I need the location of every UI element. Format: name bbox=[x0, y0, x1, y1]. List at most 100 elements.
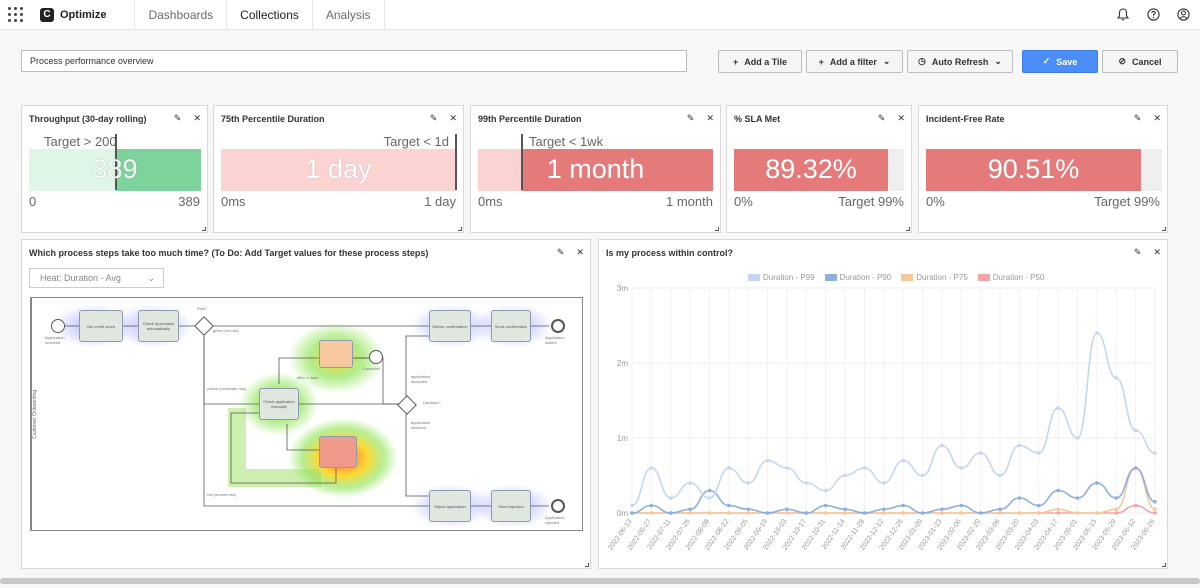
help-icon[interactable] bbox=[1146, 8, 1160, 22]
resize-handle[interactable] bbox=[715, 227, 719, 231]
resize-handle[interactable] bbox=[202, 227, 206, 231]
edit-icon[interactable]: ✎ bbox=[173, 113, 182, 123]
kpi-min: 0% bbox=[926, 194, 945, 209]
plus-icon: + bbox=[732, 56, 739, 67]
data-point bbox=[785, 507, 789, 512]
data-point bbox=[862, 466, 867, 470]
data-point bbox=[785, 511, 789, 515]
kpi-target: Target 99% bbox=[1094, 194, 1160, 209]
edit-icon[interactable]: ✎ bbox=[1133, 247, 1142, 257]
close-icon[interactable]: ✕ bbox=[1153, 113, 1161, 123]
dashboard-name-input[interactable]: Process performance overview bbox=[21, 50, 687, 72]
label-canceled: Canceled bbox=[363, 366, 380, 371]
add-filter-label: Add a filter bbox=[829, 56, 877, 67]
edit-icon[interactable]: ✎ bbox=[686, 113, 695, 123]
resize-handle[interactable] bbox=[1162, 227, 1166, 231]
series-line bbox=[631, 332, 1156, 507]
cancel-label: Cancel bbox=[1132, 56, 1162, 67]
data-point bbox=[843, 507, 847, 512]
close-icon[interactable]: ✕ bbox=[706, 113, 714, 123]
refresh-icon: ◷ bbox=[918, 56, 926, 66]
task-deliver-confirmation[interactable]: Deliver confirmation bbox=[429, 310, 471, 342]
edit-icon[interactable]: ✎ bbox=[1133, 113, 1142, 123]
edit-icon[interactable]: ✎ bbox=[429, 113, 438, 123]
task-heat-yellow[interactable] bbox=[319, 340, 353, 368]
close-icon[interactable]: ✕ bbox=[193, 113, 201, 123]
kpi-max: 1 month bbox=[666, 194, 713, 209]
label-declined: application declined bbox=[411, 420, 431, 430]
heat-type-select[interactable]: Heat: Duration - Avg ⌄ bbox=[29, 268, 164, 288]
user-icon[interactable] bbox=[1176, 8, 1190, 22]
bell-icon[interactable] bbox=[1116, 8, 1130, 22]
resize-handle[interactable] bbox=[1162, 563, 1166, 567]
data-point bbox=[823, 488, 828, 493]
close-icon[interactable]: ✕ bbox=[449, 113, 457, 123]
legend-item[interactable]: Duration - P99 bbox=[748, 273, 815, 282]
label-red: red (severe risk) bbox=[207, 492, 236, 497]
data-point bbox=[765, 458, 770, 463]
resize-handle[interactable] bbox=[585, 563, 589, 567]
task-send-confirmation[interactable]: Send confirmation bbox=[491, 310, 531, 342]
tile-title: % SLA Met bbox=[734, 114, 781, 124]
task-check-manually[interactable]: Check application manually bbox=[259, 388, 299, 420]
legend-item[interactable]: Duration - P50 bbox=[977, 273, 1044, 282]
app-switcher-icon[interactable] bbox=[4, 3, 30, 26]
bpmn-diagram: Customer Onboarding bbox=[30, 297, 583, 531]
label-green: green (no risk) bbox=[213, 328, 239, 333]
nav-analysis[interactable]: Analysis bbox=[311, 0, 385, 30]
task-check-automatically[interactable]: Check application automatically bbox=[138, 310, 179, 342]
tile-title: Incident-Free Rate bbox=[926, 114, 1005, 124]
edit-icon[interactable]: ✎ bbox=[877, 113, 886, 123]
auto-refresh-button[interactable]: ◷ Auto Refresh ⌄ bbox=[907, 50, 1013, 73]
task-send-rejection[interactable]: Send rejection bbox=[491, 490, 531, 522]
kpi-target: Target < 1wk bbox=[529, 134, 604, 149]
save-label: Save bbox=[1056, 56, 1078, 67]
series-line bbox=[631, 467, 1156, 514]
task-heat-red[interactable] bbox=[319, 436, 357, 468]
cancel-button[interactable]: ⊘ Cancel bbox=[1102, 50, 1178, 73]
data-point bbox=[1017, 511, 1022, 515]
resize-handle[interactable] bbox=[458, 227, 462, 231]
data-point bbox=[940, 511, 944, 515]
data-point bbox=[707, 488, 712, 493]
data-point bbox=[1133, 466, 1138, 470]
data-point bbox=[882, 511, 886, 515]
kpi-min: 0ms bbox=[221, 194, 246, 209]
close-icon[interactable]: ✕ bbox=[576, 247, 584, 257]
label-yellow: yellow (moderate risk) bbox=[207, 386, 247, 391]
chart-legend: Duration - P99 Duration - P90 Duration -… bbox=[748, 273, 1044, 282]
horizontal-scrollbar[interactable] bbox=[0, 578, 1200, 584]
legend-item[interactable]: Duration - P90 bbox=[824, 273, 891, 282]
data-point bbox=[882, 481, 886, 485]
close-icon[interactable]: ✕ bbox=[1153, 247, 1161, 257]
data-point bbox=[1017, 496, 1022, 500]
nav-collections[interactable]: Collections bbox=[226, 0, 312, 30]
legend-item[interactable]: Duration - P75 bbox=[901, 273, 968, 282]
task-reject-application[interactable]: Reject application bbox=[429, 490, 471, 522]
data-point bbox=[1056, 507, 1060, 512]
kpi-min: 0ms bbox=[478, 194, 503, 209]
nav-dashboards[interactable]: Dashboards bbox=[134, 0, 226, 30]
data-point bbox=[668, 511, 673, 515]
y-tick-label: 1m bbox=[617, 434, 628, 443]
resize-handle[interactable] bbox=[906, 227, 910, 231]
label-issued: Application issued bbox=[545, 335, 565, 345]
kpi-value: 89.32% bbox=[765, 154, 857, 184]
data-point bbox=[1153, 451, 1157, 455]
kpi-bar-background bbox=[221, 149, 456, 191]
data-point bbox=[765, 511, 770, 515]
add-tile-button[interactable]: + Add a Tile bbox=[718, 50, 802, 73]
kpi-bar-fill bbox=[734, 149, 888, 191]
end-event-rejected bbox=[551, 499, 565, 513]
data-point bbox=[727, 511, 731, 515]
add-filter-button[interactable]: + Add a filter ⌄ bbox=[806, 50, 903, 73]
data-point bbox=[1056, 406, 1060, 410]
data-point bbox=[1114, 511, 1119, 515]
data-point bbox=[1133, 428, 1138, 433]
save-button[interactable]: ✓ Save bbox=[1022, 50, 1098, 73]
line-chart: 0m1m2m3m2022-06-132022-06-272022-07-1120… bbox=[607, 284, 1157, 551]
data-point bbox=[998, 473, 1002, 478]
close-icon[interactable]: ✕ bbox=[897, 113, 905, 123]
task-get-credit-score[interactable]: Get credit score bbox=[79, 310, 123, 342]
edit-icon[interactable]: ✎ bbox=[556, 247, 565, 257]
